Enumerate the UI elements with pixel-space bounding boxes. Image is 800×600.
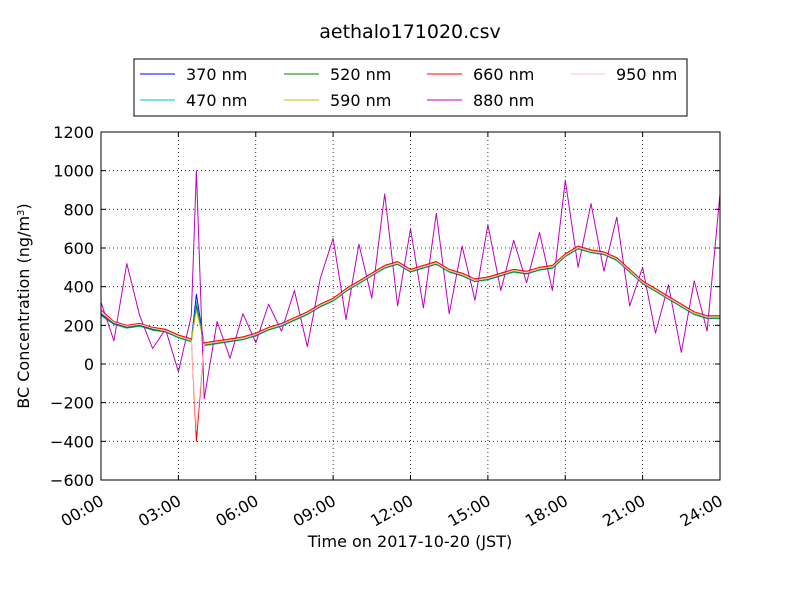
chart-series-layer [100, 170, 721, 442]
legend-label: 950 nm [616, 65, 677, 84]
x-tick-label: 09:00 [290, 491, 339, 531]
x-tick-label: 03:00 [135, 491, 184, 531]
legend-label: 370 nm [186, 65, 247, 84]
y-tick-label: 600 [63, 239, 94, 258]
chart-title: aethalo171020.csv [319, 21, 501, 43]
y-tick-label: 800 [63, 200, 94, 219]
x-tick-label: 24:00 [677, 491, 726, 531]
y-tick-label: −400 [50, 432, 94, 451]
x-tick-label: 06:00 [212, 491, 261, 531]
legend-label: 470 nm [186, 91, 247, 110]
chart-grid [100, 131, 721, 481]
x-tick-label: 12:00 [367, 491, 416, 531]
legend-label: 520 nm [330, 65, 391, 84]
x-tick-label: 21:00 [599, 491, 648, 531]
legend-label: 880 nm [473, 91, 534, 110]
y-axis-label-end: ) [14, 203, 33, 209]
y-tick-label: −600 [50, 471, 94, 490]
x-tick-label: 15:00 [444, 491, 493, 531]
legend-frame [133, 58, 688, 117]
axis-ticks [100, 131, 721, 481]
y-tick-label: 1200 [53, 123, 94, 142]
legend-label: 660 nm [473, 65, 534, 84]
x-tick-label: 18:00 [522, 491, 571, 531]
y-tick-label: 1000 [53, 162, 94, 181]
series-line-590-nm [100, 246, 720, 345]
y-axis-label-superscript: 3 [16, 210, 27, 216]
series-line-470-nm [100, 248, 720, 347]
y-tick-label: −200 [50, 394, 94, 413]
y-tick-label: 0 [84, 355, 94, 374]
x-tick-label: 00:00 [58, 491, 107, 531]
y-tick-label: 200 [63, 316, 94, 335]
y-axis-label-main: BC Concentration (ng/m [14, 216, 33, 409]
legend-items: 370 nm 470 nm 520 nm 590 nm 660 nm 880 nm 950 … [140, 65, 677, 110]
legend-label: 590 nm [330, 91, 391, 110]
y-axis-label: BC Concentration (ng/m3) [14, 203, 33, 408]
legend: 370 nm 470 nm 520 nm 590 nm 660 nm 880 nm 950 … [133, 58, 688, 117]
y-tick-labels: 1200 1000 800 600 400 200 0 −200 −400 −600 [50, 123, 94, 490]
y-tick-label: 400 [63, 278, 94, 297]
x-tick-labels: 00:00 03:00 06:00 09:00 12:00 15:00 18:00 21:00… [58, 491, 726, 531]
x-axis-label: Time on 2017-10-20 (JST) [307, 532, 512, 551]
series-line-950-nm [100, 247, 720, 431]
